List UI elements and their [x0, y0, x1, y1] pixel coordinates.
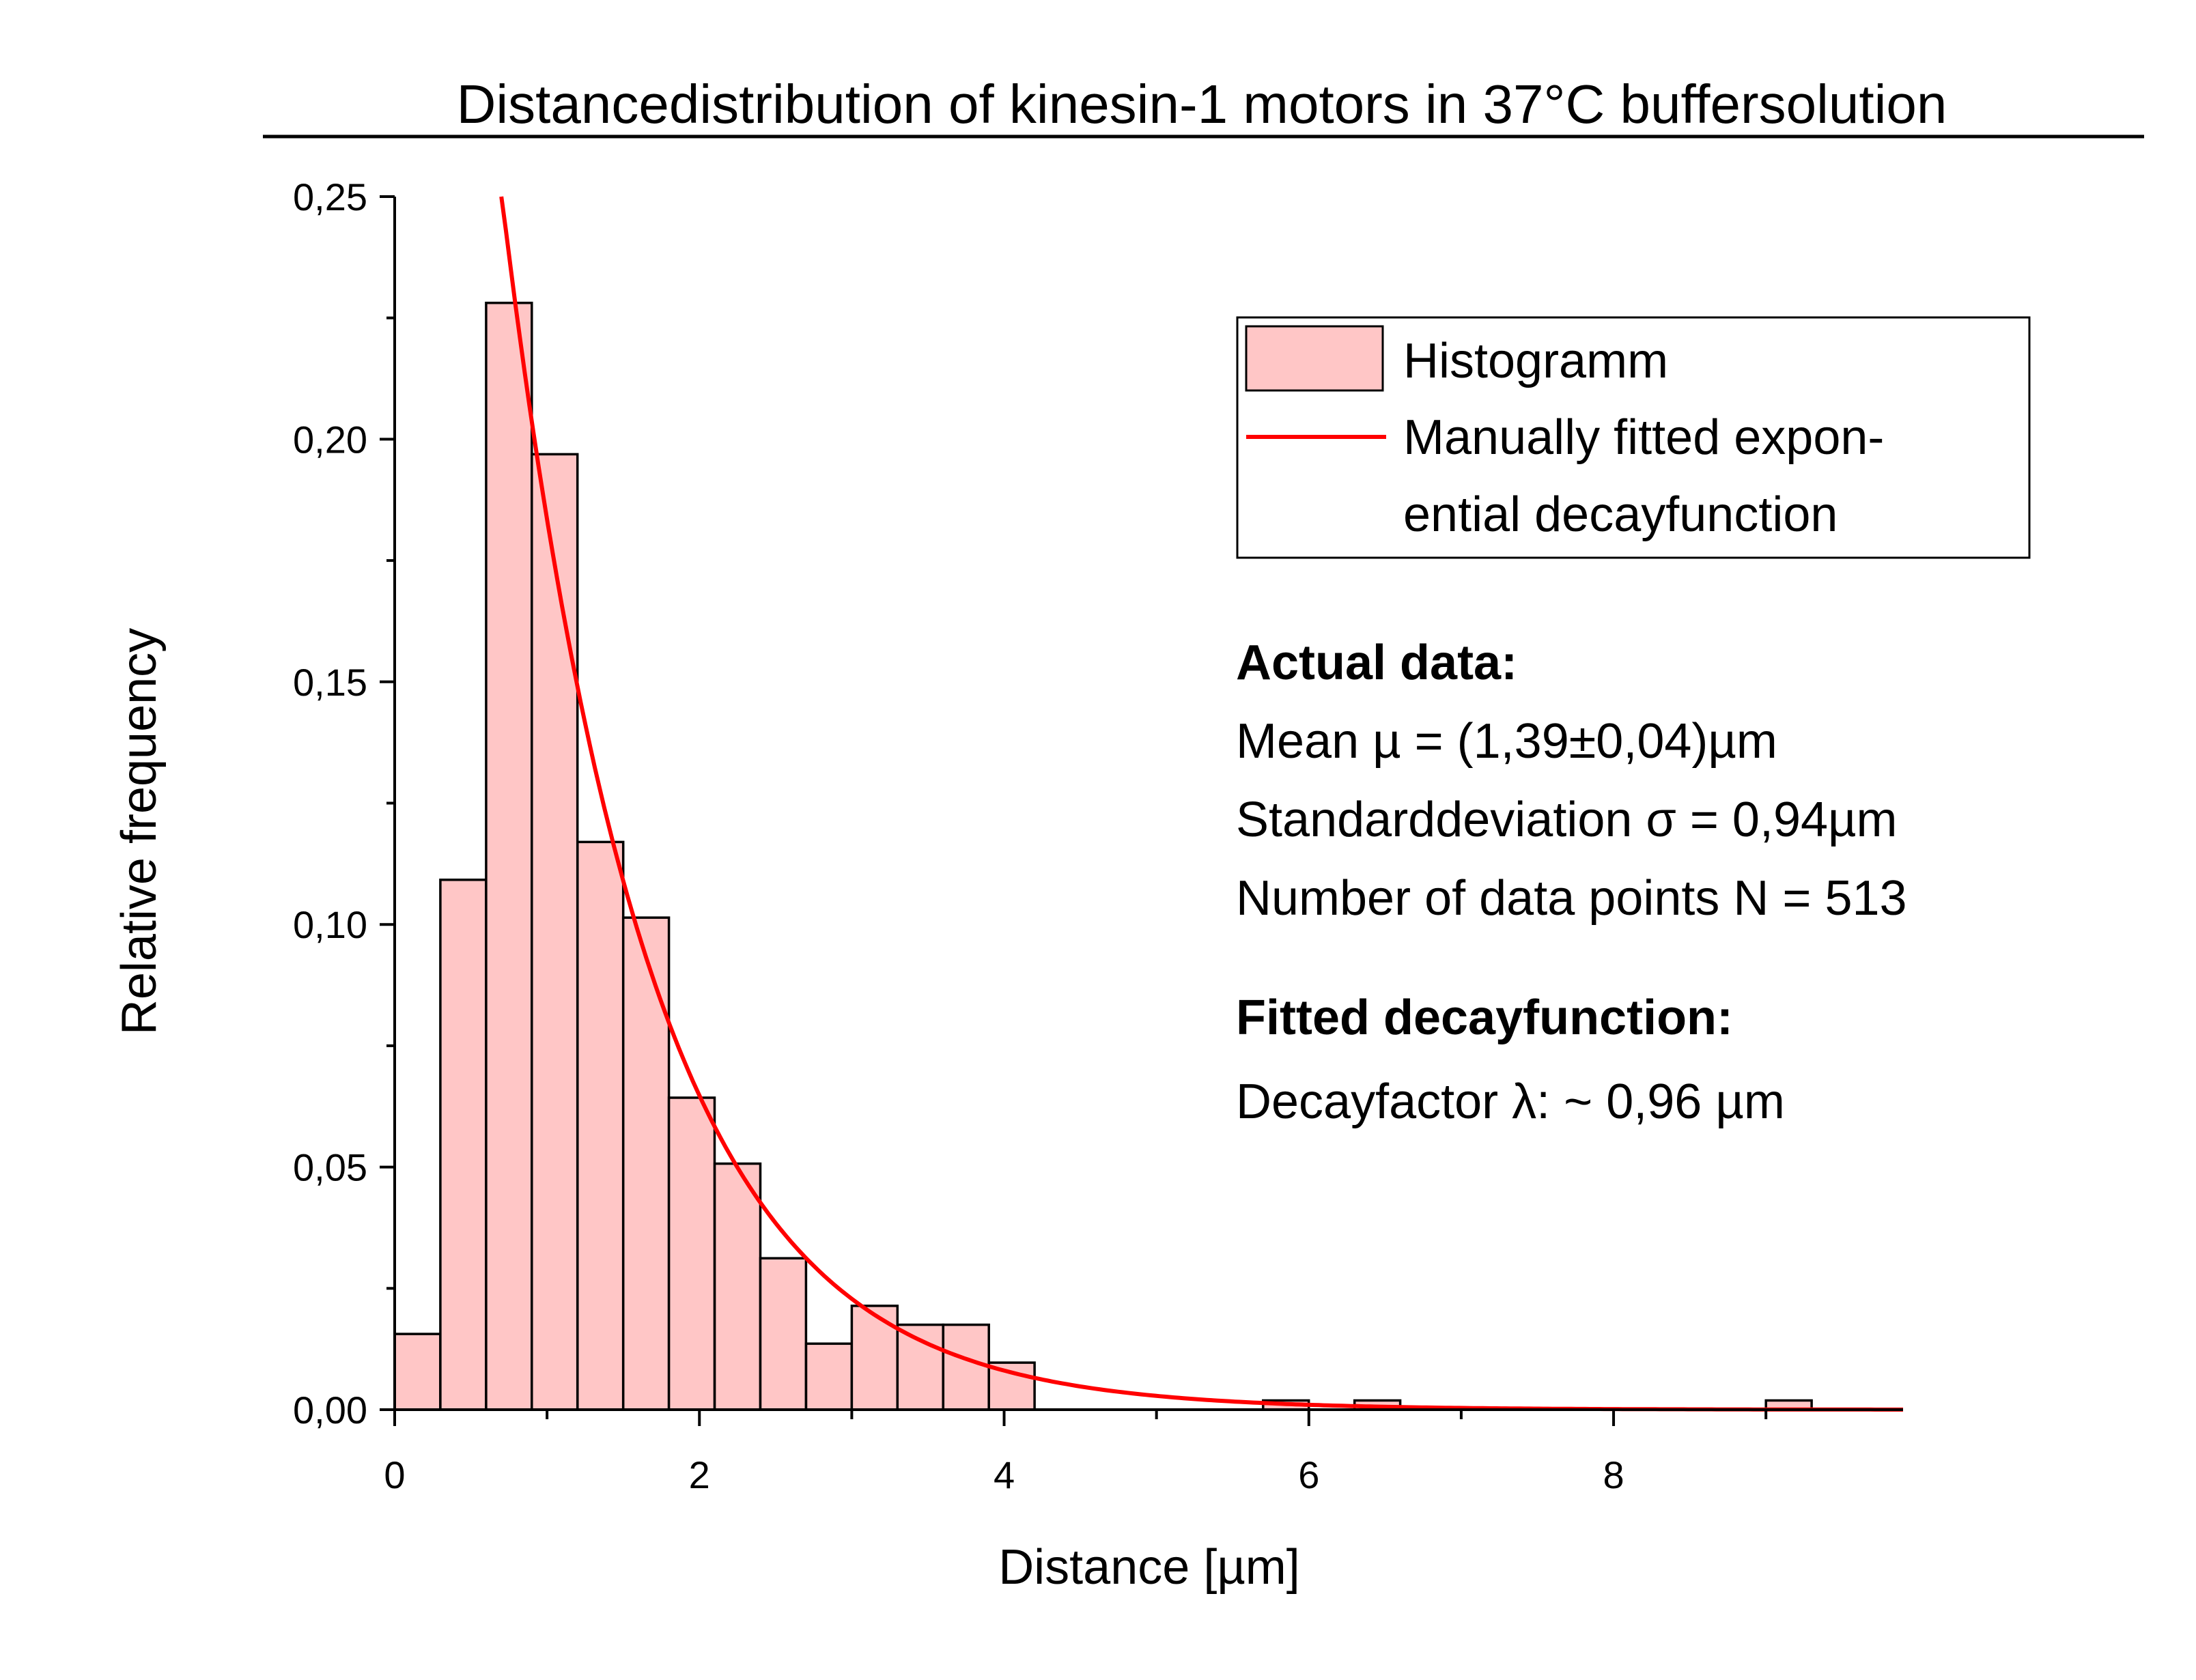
decay-text: Decayfactor λ: ~ 0,96 µm [1236, 1074, 1785, 1129]
x-ticks: 0 2 4 6 8 [384, 1410, 1768, 1496]
histogram-bar [439, 879, 488, 1411]
y-axis-title: Relative frequency [112, 628, 167, 1035]
chart-title: Distancedistribution of kinesin-1 motors… [457, 74, 1947, 134]
histogram-bar [850, 1305, 899, 1411]
histogram-bar [576, 840, 625, 1411]
fitted-heading: Fitted decayfunction: [1236, 991, 1733, 1045]
x-tick-label: 2 [689, 1453, 710, 1496]
histogram-bar [531, 453, 579, 1411]
statistics-annotation: Actual data: Mean µ = (1,39±0,04)µm Stan… [1236, 636, 1907, 1129]
x-tick-label: 4 [994, 1453, 1015, 1496]
std-text: Standarddeviation σ = 0,94µm [1236, 793, 1898, 847]
histogram-bar [485, 301, 533, 1411]
legend-bar-swatch [1245, 325, 1384, 392]
y-tick-label: 0,05 [293, 1146, 367, 1189]
legend-label-fit-line2: ential decayfunction [1403, 487, 1838, 542]
actual-data-heading: Actual data: [1236, 636, 1517, 690]
x-tick-label: 8 [1603, 1453, 1624, 1496]
histogram-bar [759, 1257, 808, 1411]
y-tick-label: 0,20 [293, 418, 367, 461]
n-text: Number of data points N = 513 [1236, 871, 1907, 926]
y-ticks: 0,00 0,05 0,10 0,15 0,20 0,25 [293, 175, 395, 1432]
histogram-bar [896, 1323, 944, 1411]
histogram-bar [713, 1162, 762, 1411]
histogram-bar [621, 916, 671, 1411]
y-tick-label: 0,00 [293, 1389, 367, 1432]
y-tick-label: 0,25 [293, 175, 367, 218]
y-tick-label: 0,10 [293, 903, 367, 946]
mean-text: Mean µ = (1,39±0,04)µm [1236, 714, 1777, 769]
y-tick-label: 0,15 [293, 661, 367, 704]
histogram-bar [667, 1096, 716, 1411]
legend-label-fit-line1: Manually fitted expon- [1403, 410, 1884, 465]
x-tick-label: 6 [1298, 1453, 1319, 1496]
histogram-bar [804, 1342, 854, 1411]
x-tick-label: 0 [384, 1453, 405, 1496]
legend: Histogramm Manually fitted expon- ential… [1236, 316, 2031, 559]
x-axis-title: Distance [µm] [998, 1540, 1300, 1595]
histogram-bar [393, 1333, 442, 1411]
histogram-bar [942, 1323, 990, 1411]
legend-label-histogramm: Histogramm [1403, 334, 1668, 388]
